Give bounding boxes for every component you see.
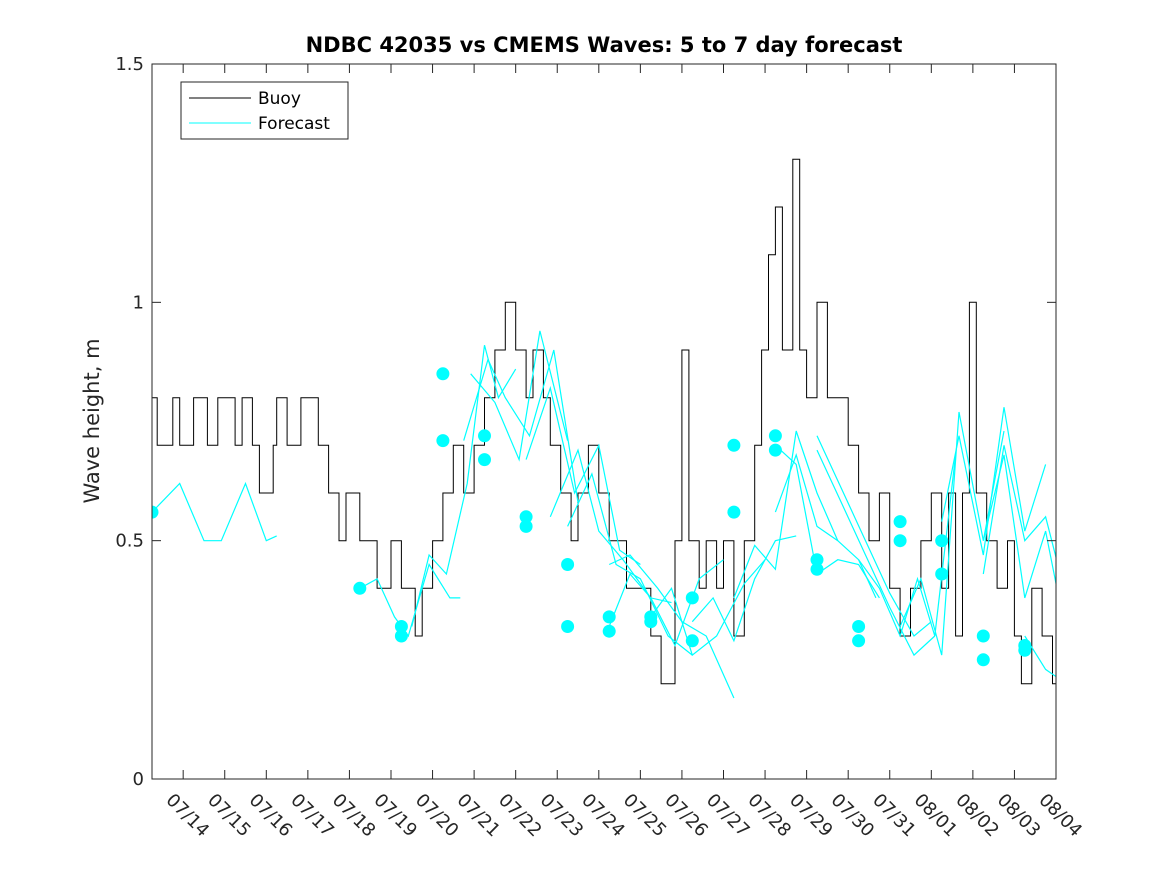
forecast-run-line <box>1066 646 1132 713</box>
forecast-run-line <box>774 452 877 599</box>
forecast-start-marker <box>685 591 699 605</box>
forecast-start-marker <box>478 429 491 443</box>
x-tick-label: 07/17 <box>286 790 338 842</box>
forecast-run-line <box>774 444 880 599</box>
x-tick-label: 08/04 <box>1034 790 1086 842</box>
forecast-start-marker <box>852 634 866 648</box>
x-tick-label: 07/28 <box>744 790 796 842</box>
x-tick-label: 07/31 <box>868 790 920 842</box>
x-tick-label: 08/01 <box>910 790 962 842</box>
forecast-start-marker <box>935 534 949 548</box>
forecast-start-marker <box>436 434 450 448</box>
legend-buoy-label: Buoy <box>258 89 301 109</box>
forecast-run-line <box>359 563 461 638</box>
forecast-start-marker <box>976 629 990 643</box>
forecast-run-line <box>982 445 1056 575</box>
forecast-start-marker <box>602 624 616 638</box>
forecast-run-line <box>691 535 797 643</box>
forecast-start-marker <box>893 534 907 548</box>
forecast-start-marker <box>852 620 866 633</box>
forecast-run-line <box>733 430 839 599</box>
forecast-run-line <box>1024 635 1056 678</box>
forecast-start-marker <box>810 562 824 576</box>
forecast-run-line <box>470 330 569 462</box>
forecast-start-marker <box>561 558 575 571</box>
x-tick-label: 07/16 <box>245 790 297 842</box>
forecast-run-line <box>567 472 693 656</box>
forecast-start-marker <box>768 429 782 443</box>
forecast-run-line <box>463 349 579 503</box>
x-tick-label: 07/21 <box>453 790 505 842</box>
forecast-start-marker <box>519 510 533 524</box>
x-tick-label: 07/18 <box>328 790 380 842</box>
forecast-run-line <box>608 554 735 699</box>
forecast-start-marker <box>644 615 658 629</box>
forecast-start-marker <box>935 567 949 581</box>
forecast-start-marker <box>519 519 533 533</box>
forecast-run-line <box>816 435 932 637</box>
x-tick-label: 07/23 <box>536 790 588 842</box>
forecast-start-marker <box>1018 643 1032 657</box>
forecast-run-line <box>525 385 641 565</box>
forecast-start-marker <box>602 610 616 624</box>
forecast-start-marker <box>394 629 408 643</box>
legend-forecast-label: Forecast <box>258 114 330 134</box>
x-tick-label: 07/27 <box>702 790 754 842</box>
x-tick-label: 07/22 <box>494 790 546 842</box>
plot-area <box>152 158 1132 713</box>
x-tick-label: 07/24 <box>577 790 629 842</box>
forecast-run-line <box>1066 650 1132 698</box>
forecast-run-line <box>899 411 1005 656</box>
axes-box <box>151 63 1057 780</box>
forecast-start-marker <box>394 620 408 633</box>
forecast-run-line <box>982 454 1056 599</box>
buoy-series-line <box>152 158 1056 685</box>
forecast-run-line <box>816 449 936 657</box>
axes: 00.511.507/1407/1507/1607/1707/1807/1907… <box>115 54 1086 841</box>
forecast-run-line <box>411 345 517 627</box>
forecast-start-marker <box>727 438 741 452</box>
forecast-run-line <box>941 407 1047 556</box>
x-tick-label: 07/25 <box>619 790 671 842</box>
chart-title: NDBC 42035 vs CMEMS Waves: 5 to 7 day fo… <box>306 33 903 57</box>
x-tick-label: 07/15 <box>203 790 255 842</box>
forecast-start-marker <box>152 505 159 519</box>
forecast-start-marker <box>810 553 824 567</box>
legend: Buoy Forecast <box>180 81 349 140</box>
forecast-start-marker <box>727 505 741 519</box>
forecast-start-marker <box>478 453 491 467</box>
forecast-start-marker <box>353 581 367 595</box>
forecast-run-line <box>549 448 672 604</box>
y-tick-label: 1.5 <box>115 54 144 75</box>
x-tick-label: 07/30 <box>827 790 879 842</box>
x-tick-label: 07/14 <box>162 790 214 842</box>
x-tick-label: 07/19 <box>369 790 421 842</box>
forecast-start-marker <box>685 634 699 648</box>
x-tick-label: 07/26 <box>660 790 712 842</box>
x-tick-label: 07/20 <box>411 790 463 842</box>
legend-box <box>180 81 349 140</box>
y-tick-label: 1 <box>133 292 144 313</box>
forecast-start-marker <box>893 515 907 529</box>
y-tick-label: 0.5 <box>115 531 144 552</box>
forecast-run-line <box>650 559 766 657</box>
forecast-start-marker <box>561 620 575 633</box>
y-axis-label: Wave height, m <box>80 338 104 503</box>
x-tick-label: 08/02 <box>951 790 1003 842</box>
forecast-start-marker <box>436 367 450 381</box>
x-tick-label: 08/03 <box>993 790 1045 842</box>
y-tick-label: 0 <box>133 769 144 790</box>
x-tick-label: 07/29 <box>785 790 837 842</box>
forecast-start-marker <box>976 653 990 667</box>
forecast-run-line <box>152 481 277 542</box>
forecast-run-line <box>608 559 724 648</box>
forecast-start-marker <box>768 443 782 457</box>
